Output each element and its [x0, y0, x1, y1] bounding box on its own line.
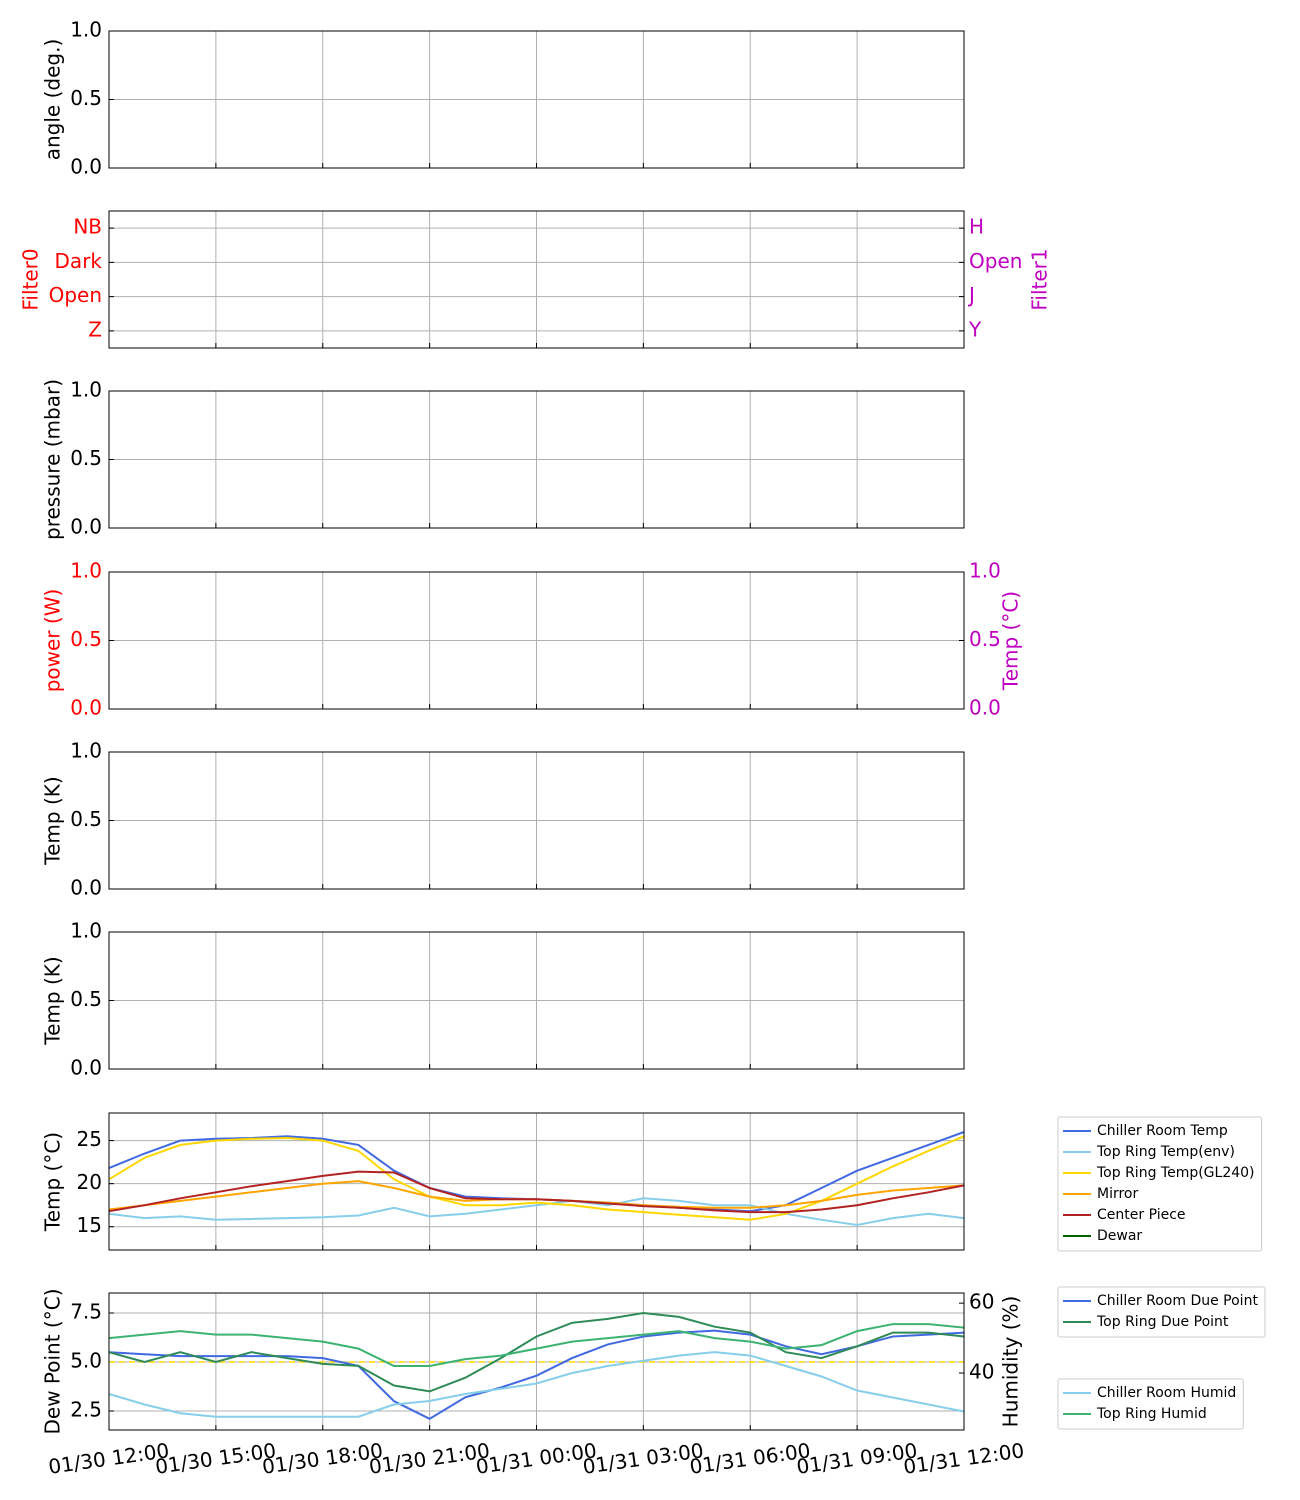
- x-tick-label: 01/31 00:00: [474, 1438, 598, 1479]
- y-tick-label: 0.5: [70, 987, 102, 1011]
- x-tick-label: 01/31 09:00: [795, 1438, 919, 1479]
- x-tick-label: 01/30 15:00: [154, 1438, 278, 1479]
- y-axis-label: power (W): [41, 589, 65, 693]
- legend-label: Chiller Room Humid: [1097, 1385, 1236, 1401]
- y-axis-label: pressure (mbar): [41, 379, 65, 540]
- y2-axis-label: Humidity (%): [999, 1296, 1023, 1428]
- plot-frame: [108, 30, 965, 169]
- legend-label: Chiller Room Due Point: [1097, 1293, 1258, 1309]
- legend-label: Chiller Room Temp: [1097, 1123, 1228, 1139]
- plot-frame: [108, 1292, 965, 1431]
- y2-tick-label: 1.0: [969, 559, 1001, 583]
- legend-box: [1057, 1286, 1266, 1338]
- y-tick-label: NB: [73, 215, 102, 239]
- legend-label: Center Piece: [1097, 1207, 1186, 1223]
- y-tick-label: 1.0: [70, 559, 102, 583]
- legend-label: Mirror: [1097, 1186, 1138, 1202]
- x-tick-label: 01/31 12:00: [902, 1438, 1026, 1479]
- y2-tick-label: 40: [969, 1360, 994, 1384]
- y-tick-label: 25: [77, 1127, 102, 1151]
- legend-label: Top Ring Humid: [1096, 1406, 1207, 1422]
- series-line: [108, 1197, 965, 1227]
- y-axis-label: angle (deg.): [41, 39, 65, 161]
- plot-frame: [108, 751, 965, 890]
- legend-box: [1057, 1116, 1263, 1252]
- y-tick-label: Open: [49, 283, 102, 307]
- y-tick-label: Dark: [55, 249, 103, 273]
- x-tick-label: 01/31 06:00: [688, 1438, 812, 1479]
- y-tick-label: 0.0: [70, 155, 102, 179]
- y-tick-label: 7.5: [70, 1299, 102, 1323]
- legend: Chiller Room Humid Top Ring Humid: [1057, 1378, 1244, 1430]
- legend-label: Dewar: [1097, 1228, 1142, 1244]
- y-tick-label: 0.5: [70, 86, 102, 110]
- x-tick-label: 01/30 12:00: [47, 1438, 171, 1479]
- y-tick-label: 0.5: [70, 446, 102, 470]
- y-tick-label: Z: [88, 317, 102, 341]
- legend: Chiller Room Due Point Top Ring Due Point: [1057, 1286, 1266, 1338]
- y2-tick-label: Open: [969, 249, 1022, 273]
- y-tick-label: 0.5: [70, 627, 102, 651]
- y-tick-label: 5.0: [70, 1348, 102, 1372]
- y-tick-label: 1.0: [70, 919, 102, 943]
- x-tick-label: 01/31 03:00: [581, 1438, 705, 1479]
- y-tick-label: 15: [77, 1213, 102, 1237]
- y-tick-label: 1.0: [70, 739, 102, 763]
- y-axis-label: Dew Point (°C): [41, 1288, 65, 1434]
- plot-frame: [108, 390, 965, 529]
- y2-tick-label: Y: [968, 317, 982, 341]
- x-tick-label: 01/30 18:00: [261, 1438, 385, 1479]
- legend: Chiller Room Temp Top Ring Temp(env) Top R…: [1057, 1116, 1263, 1252]
- y-tick-label: 0.0: [70, 1056, 102, 1080]
- legend-box: [1057, 1378, 1244, 1430]
- y2-tick-label: 0.0: [969, 696, 1001, 720]
- legend-label: Top Ring Temp(GL240): [1096, 1165, 1255, 1181]
- y-axis-label: Temp (°C): [41, 1132, 65, 1232]
- y2-tick-label: 60: [969, 1290, 994, 1314]
- x-tick-label: 01/30 21:00: [368, 1438, 492, 1479]
- y-tick-label: 20: [77, 1170, 102, 1194]
- y-tick-label: 0.0: [70, 876, 102, 900]
- plot-frame: [108, 571, 965, 710]
- y-tick-label: 1.0: [70, 378, 102, 402]
- y-axis-label: Temp (K): [41, 776, 65, 865]
- series-line: [108, 1329, 965, 1420]
- y-axis-label: Filter0: [19, 248, 43, 310]
- y-tick-label: 0.5: [70, 807, 102, 831]
- y2-tick-label: J: [967, 283, 975, 307]
- y2-axis-label: Temp (°C): [999, 591, 1023, 691]
- series-line: [108, 1323, 965, 1367]
- y2-axis-label: Filter1: [1028, 248, 1052, 310]
- y-tick-label: 0.0: [70, 515, 102, 539]
- y-axis-label: Temp (K): [41, 956, 65, 1045]
- series-line: [108, 1311, 965, 1393]
- plot-frame: [108, 1112, 965, 1251]
- series-line: [108, 1351, 965, 1418]
- y-tick-label: 0.0: [70, 696, 102, 720]
- legend-label: Top Ring Due Point: [1096, 1314, 1229, 1330]
- y2-tick-label: 0.5: [969, 627, 1001, 651]
- y-tick-label: 1.0: [70, 18, 102, 42]
- series-line: [108, 1170, 965, 1214]
- plot-frame: [108, 210, 965, 349]
- y2-tick-label: H: [969, 215, 984, 239]
- legend-label: Top Ring Temp(env): [1096, 1144, 1235, 1160]
- y-tick-label: 2.5: [70, 1397, 102, 1421]
- plot-frame: [108, 931, 965, 1070]
